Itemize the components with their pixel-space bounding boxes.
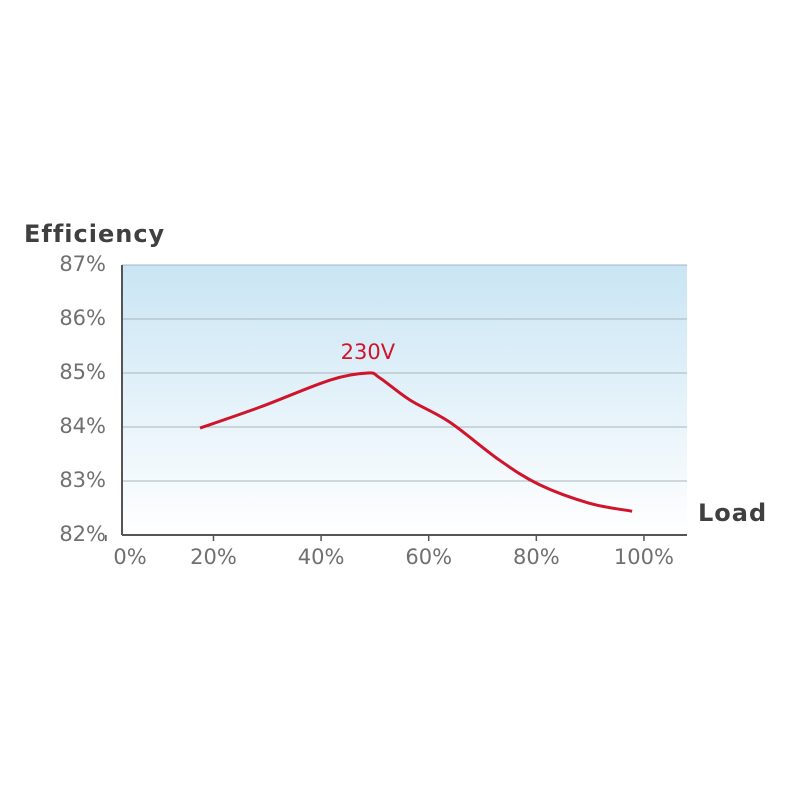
x-axis-title: Load bbox=[698, 499, 767, 527]
series-label: 230V bbox=[341, 340, 396, 364]
y-tick-label: 82% bbox=[59, 522, 106, 546]
series-line bbox=[199, 371, 633, 513]
x-tick-label: 40% bbox=[298, 545, 345, 569]
y-tick-label: 87% bbox=[59, 252, 106, 276]
y-tick-label: 85% bbox=[59, 360, 106, 384]
y-axis-title: Efficiency bbox=[24, 220, 165, 248]
y-tick-label: 83% bbox=[59, 468, 106, 492]
x-tick-label: 20% bbox=[190, 545, 237, 569]
x-tick-label: 100% bbox=[614, 545, 674, 569]
x-tick-label: 0% bbox=[113, 545, 146, 569]
y-tick-label: 84% bbox=[59, 414, 106, 438]
y-tick-label: 86% bbox=[59, 306, 106, 330]
plot-background bbox=[122, 265, 687, 535]
x-tick-label: 60% bbox=[405, 545, 452, 569]
x-tick-label: 80% bbox=[513, 545, 560, 569]
